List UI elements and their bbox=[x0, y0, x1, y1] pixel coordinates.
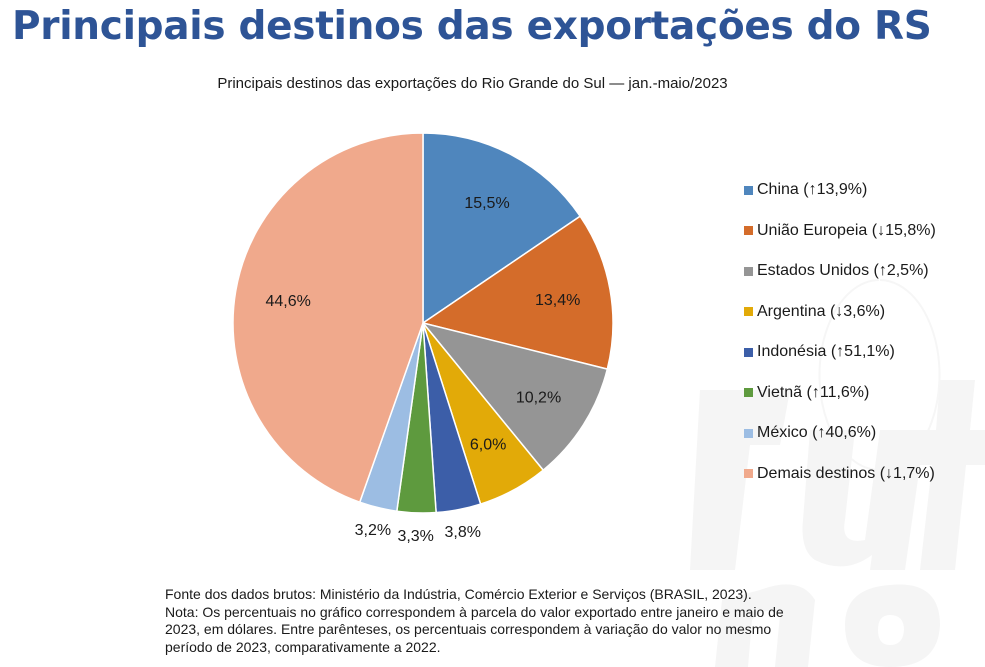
legend-label: Vietnã (↑11,6%) bbox=[757, 383, 870, 401]
legend-swatch bbox=[744, 226, 753, 236]
page-title: Principais destinos das exportações do R… bbox=[12, 4, 932, 49]
data-label: 15,5% bbox=[464, 195, 509, 212]
legend-label: China (↑13,9%) bbox=[757, 181, 868, 199]
legend-item: Estados Unidos (↑2,5%) bbox=[744, 251, 936, 292]
legend-item: Demais destinos (↓1,7%) bbox=[744, 454, 936, 495]
legend-label: Indonésia (↑51,1%) bbox=[757, 343, 895, 361]
data-label: 3,2% bbox=[355, 522, 391, 539]
note-line: Nota: Os percentuais no gráfico correspo… bbox=[165, 603, 784, 620]
legend-label: Argentina (↓3,6%) bbox=[757, 302, 886, 320]
legend-item: União Europeia (↓15,8%) bbox=[744, 211, 936, 252]
legend-item: Indonésia (↑51,1%) bbox=[744, 332, 936, 373]
note-line: período de 2023, comparativamente a 2022… bbox=[165, 638, 441, 655]
data-label: 3,8% bbox=[444, 524, 480, 541]
pie-slice-demais-destinos bbox=[232, 132, 424, 504]
data-label: 44,6% bbox=[265, 293, 310, 310]
legend-item: Argentina (↓3,6%) bbox=[744, 292, 936, 333]
pie-slice-estados-unidos bbox=[420, 321, 609, 472]
footer-notes: Fonte dos dados brutos: Ministério da In… bbox=[165, 586, 865, 656]
chart-legend: China (↑13,9%) União Europeia (↓15,8%) Est… bbox=[744, 170, 936, 494]
legend-swatch bbox=[744, 469, 753, 479]
legend-swatch bbox=[744, 428, 753, 438]
legend-swatch bbox=[744, 347, 753, 357]
legend-label: México (↑40,6%) bbox=[757, 424, 877, 442]
legend-label: União Europeia (↓15,8%) bbox=[757, 221, 936, 239]
source-note: Fonte dos dados brutos: Ministério da In… bbox=[165, 586, 752, 602]
legend-swatch bbox=[744, 388, 753, 398]
legend-label: Demais destinos (↓1,7%) bbox=[757, 464, 935, 482]
legend-swatch bbox=[744, 307, 753, 317]
legend-item: México (↑40,6%) bbox=[744, 413, 936, 454]
data-label: 3,3% bbox=[397, 528, 433, 545]
legend-swatch bbox=[744, 185, 753, 195]
legend-swatch bbox=[744, 266, 753, 276]
data-label: 10,2% bbox=[516, 389, 561, 406]
chart-title: Principais destinos das exportações do R… bbox=[217, 75, 728, 92]
data-label: 13,4% bbox=[535, 292, 580, 309]
pie-slice-união-europeia bbox=[421, 215, 614, 371]
legend-label: Estados Unidos (↑2,5%) bbox=[757, 262, 929, 280]
pie-slice-china bbox=[422, 132, 582, 325]
legend-item: China (↑13,9%) bbox=[744, 170, 936, 211]
legend-item: Vietnã (↑11,6%) bbox=[744, 373, 936, 414]
note-line: 2023, em dólares. Entre parênteses, os p… bbox=[165, 621, 772, 637]
data-label: 6,0% bbox=[470, 436, 506, 453]
